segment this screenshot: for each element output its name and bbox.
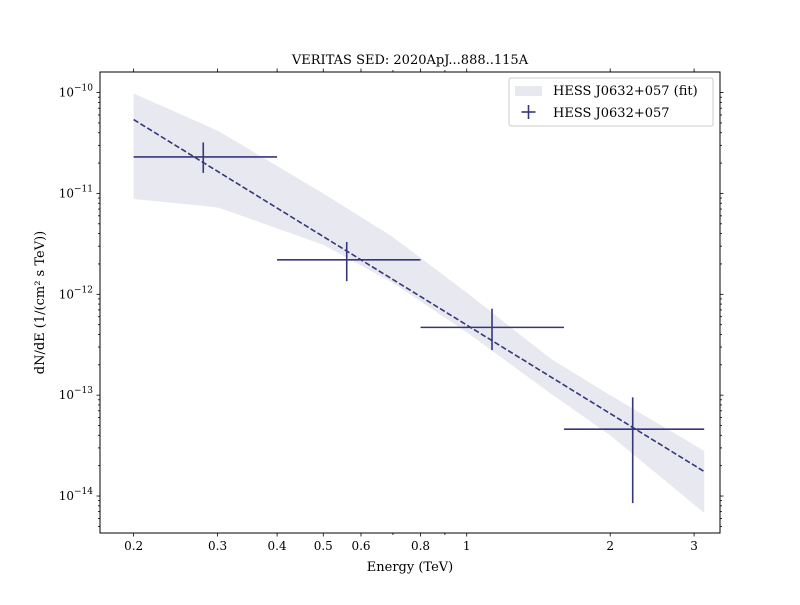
y-tick-label: 10−12 <box>59 285 93 301</box>
data-point-2 <box>277 242 421 282</box>
x-tick-label: 0.8 <box>411 539 430 553</box>
x-tick-labels: 0.2 0.3 0.4 0.5 0.6 0.8 1 2 3 <box>124 539 698 553</box>
data-point-4 <box>563 397 705 504</box>
y-tick-label: 10−10 <box>59 84 94 100</box>
legend-label-fit: HESS J0632+057 (fit) <box>553 84 698 99</box>
fit-confidence-band <box>133 93 705 513</box>
legend-box <box>508 77 714 127</box>
legend-label-points: HESS J0632+057 <box>553 106 670 121</box>
data-point-3 <box>420 308 564 351</box>
x-tick-label: 2 <box>606 539 614 553</box>
y-tick-label: 10−11 <box>59 184 93 200</box>
x-tick-label: 0.6 <box>351 539 370 553</box>
y-tick-label: 10−14 <box>59 487 94 503</box>
chart-title: VERITAS SED: 2020ApJ...888..115A <box>291 53 529 68</box>
y-axis-label: dN/dE (1/(cm² s TeV)) <box>33 231 48 374</box>
x-tick-label: 0.3 <box>208 539 227 553</box>
plot-frame <box>99 71 721 534</box>
x-tick-label: 1 <box>463 539 471 553</box>
x-tick-label: 3 <box>690 539 698 553</box>
x-axis-label: Energy (TeV) <box>367 560 453 575</box>
data-points-layer <box>133 142 705 504</box>
x-tick-label: 0.2 <box>124 539 143 553</box>
tick-marks-layer <box>96 68 724 537</box>
legend-marker-errorbar <box>521 105 536 119</box>
x-tick-label: 0.5 <box>314 539 333 553</box>
legend-swatch-fit-band <box>515 86 542 96</box>
data-point-1 <box>133 142 278 173</box>
y-tick-label: 10−13 <box>59 386 94 402</box>
legend: HESS J0632+057 (fit) HESS J0632+057 <box>508 77 714 127</box>
y-tick-labels: 10−14 10−13 10−12 10−11 10−10 <box>59 84 94 503</box>
x-tick-label: 0.4 <box>268 539 287 553</box>
fit-band-layer <box>133 93 705 513</box>
